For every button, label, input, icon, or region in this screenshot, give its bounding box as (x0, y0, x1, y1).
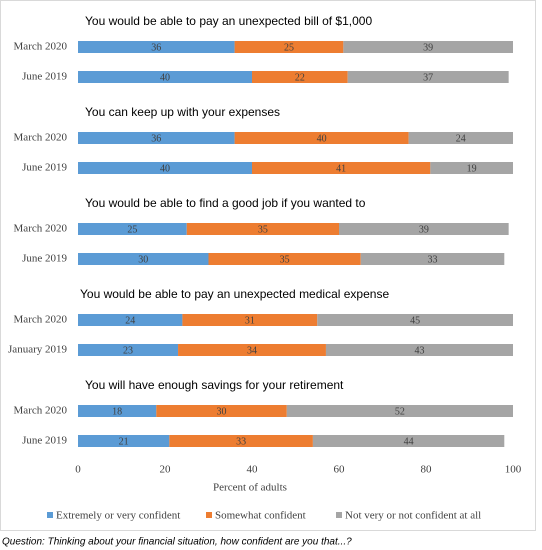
bar-segment (178, 344, 326, 356)
bar-segment (360, 253, 505, 265)
data-label: 39 (423, 42, 433, 53)
x-tick-label: 40 (247, 464, 259, 476)
bar-segment (208, 253, 361, 265)
bar-segment (78, 314, 183, 326)
bar-segment (78, 71, 252, 83)
panel-title: You would be able to pay an unexpected m… (80, 287, 389, 301)
data-label: 35 (258, 224, 268, 235)
legend-label: Extremely or very confident (56, 510, 180, 522)
y-tick-label: June 2019 (22, 435, 67, 447)
data-label: 36 (151, 133, 161, 144)
y-tick-label: January 2019 (8, 344, 67, 356)
bar-segment (312, 435, 505, 447)
x-tick-label: 100 (505, 464, 522, 476)
bar-segment (78, 41, 235, 53)
data-label: 44 (404, 436, 414, 447)
bar-segment (343, 41, 513, 53)
data-label: 39 (419, 224, 429, 235)
bar-segment (252, 162, 431, 174)
bar-segment (169, 435, 313, 447)
y-tick-label: March 2020 (14, 41, 68, 53)
data-label: 24 (456, 133, 466, 144)
data-label: 40 (160, 163, 170, 174)
x-tick-label: 0 (75, 464, 81, 476)
panel-title: You would be able to pay an unexpected b… (85, 14, 372, 28)
data-label: 33 (428, 254, 438, 265)
y-tick-label: June 2019 (22, 253, 67, 265)
data-label: 40 (160, 72, 170, 83)
x-tick-label: 80 (421, 464, 433, 476)
legend-swatch (336, 512, 342, 518)
note: Question: Thinking about your financial … (2, 537, 352, 548)
y-tick-label: March 2020 (14, 223, 68, 235)
data-label: 34 (247, 345, 257, 356)
y-tick-label: March 2020 (14, 314, 68, 326)
data-label: 25 (127, 224, 137, 235)
bar-segment (252, 71, 348, 83)
bar-segment (408, 132, 513, 144)
bar-segment (347, 71, 509, 83)
bar-segment (339, 223, 509, 235)
bar-segment (234, 132, 409, 144)
data-label: 52 (395, 406, 405, 417)
legend-label: Not very or not confident at all (345, 510, 481, 522)
data-label: 24 (125, 315, 135, 326)
y-tick-label: March 2020 (14, 405, 68, 417)
bar-segment (78, 344, 179, 356)
data-label: 43 (414, 345, 424, 356)
y-tick-label: June 2019 (22, 162, 67, 174)
data-label: 40 (317, 133, 327, 144)
panel-title: You can keep up with your expenses (85, 105, 280, 119)
bar-segment (78, 162, 252, 174)
bar-segment (234, 41, 344, 53)
data-label: 37 (423, 72, 433, 83)
bar-segment (430, 162, 513, 174)
bar-segment (317, 314, 513, 326)
data-label: 30 (217, 406, 227, 417)
panel-title: You would be able to find a good job if … (85, 196, 366, 210)
data-label: 45 (410, 315, 420, 326)
legend-swatch (47, 512, 53, 518)
legend-swatch (206, 512, 212, 518)
x-axis-label: Percent of adults (213, 482, 287, 494)
bar-segment (78, 132, 235, 144)
data-label: 30 (138, 254, 148, 265)
data-label: 21 (119, 436, 129, 447)
bar-segment (325, 344, 513, 356)
bar-segment (78, 435, 170, 447)
panel-title: You will have enough savings for your re… (85, 378, 344, 392)
chart-border (0, 0, 536, 531)
y-tick-label: June 2019 (22, 71, 67, 83)
data-label: 25 (284, 42, 294, 53)
data-label: 33 (236, 436, 246, 447)
legend-label: Somewhat confident (215, 510, 306, 522)
bar-segment (286, 405, 513, 417)
bar-segment (156, 405, 287, 417)
bar-segment (186, 223, 339, 235)
x-tick-label: 60 (334, 464, 346, 476)
data-label: 41 (336, 163, 346, 174)
data-label: 22 (295, 72, 305, 83)
bar-segment (182, 314, 318, 326)
data-label: 35 (280, 254, 290, 265)
data-label: 19 (467, 163, 477, 174)
x-tick-label: 20 (160, 464, 172, 476)
bar-segment (78, 253, 209, 265)
bar-segment (78, 223, 187, 235)
data-label: 23 (123, 345, 133, 356)
bar-segment (78, 405, 157, 417)
data-label: 18 (112, 406, 122, 417)
data-label: 36 (151, 42, 161, 53)
y-tick-label: March 2020 (14, 132, 68, 144)
data-label: 31 (245, 315, 255, 326)
